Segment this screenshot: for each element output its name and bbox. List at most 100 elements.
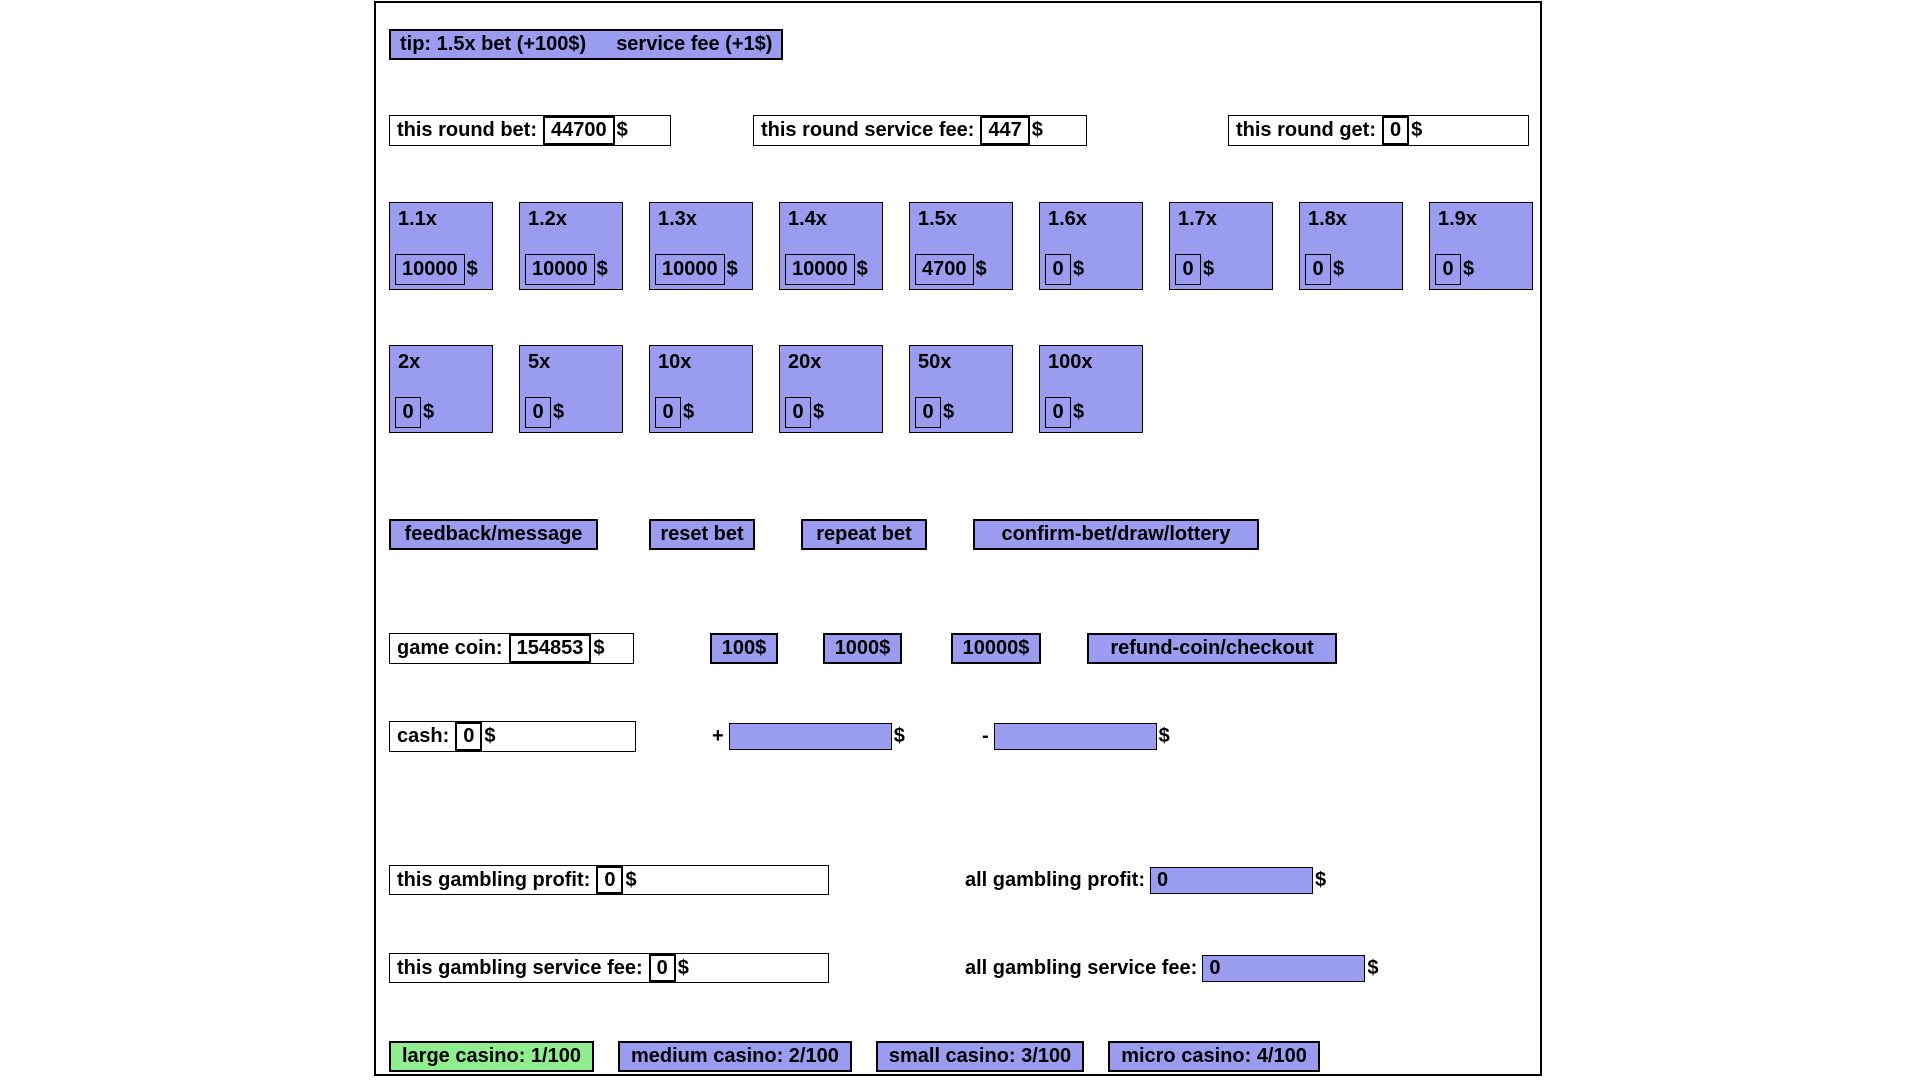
multiplier-bet-input[interactable]: 0 bbox=[525, 397, 551, 428]
currency-label: $ bbox=[1367, 957, 1379, 979]
add-1000-button[interactable]: 1000$ bbox=[823, 633, 902, 664]
add-10000-button[interactable]: 10000$ bbox=[951, 633, 1041, 664]
currency-label: $ bbox=[593, 637, 605, 659]
currency-label: $ bbox=[856, 258, 868, 280]
casino-tab[interactable]: small casino: 3/100 bbox=[875, 1041, 1085, 1072]
multiplier-bet-input[interactable]: 0 bbox=[1435, 254, 1461, 285]
multiplier-label: 1.4x bbox=[788, 208, 827, 230]
minus-sign: - bbox=[982, 725, 989, 747]
multiplier-bet-box: 100x 0 $ bbox=[1039, 345, 1143, 433]
multiplier-bet-box: 50x 0 $ bbox=[909, 345, 1013, 433]
multiplier-value-row: 10000 $ bbox=[525, 254, 608, 285]
multiplier-bet-box: 1.7x 0 $ bbox=[1169, 202, 1273, 290]
multiplier-label: 1.5x bbox=[918, 208, 957, 230]
reset-bet-button[interactable]: reset bet bbox=[649, 519, 755, 550]
this-gambling-service-fee-label: this gambling service fee: bbox=[397, 956, 643, 979]
feedback-message-button[interactable]: feedback/message bbox=[389, 519, 598, 550]
game-coin-input[interactable]: 154853 bbox=[508, 634, 592, 663]
multiplier-bet-input[interactable]: 0 bbox=[1175, 254, 1201, 285]
multiplier-row-1: 1.1x 10000 $ 1.2x 10000 $ 1.3x 10000 $ bbox=[389, 202, 1533, 290]
cash-input[interactable]: 0 bbox=[455, 722, 483, 751]
multiplier-bet-input[interactable]: 0 bbox=[1045, 397, 1071, 428]
multiplier-bet-input[interactable]: 10000 bbox=[525, 254, 595, 285]
all-gambling-service-fee-group: all gambling service fee: 0 $ bbox=[965, 953, 1378, 984]
round-service-fee-input[interactable]: 447 bbox=[980, 116, 1030, 145]
add-100-button[interactable]: 100$ bbox=[710, 633, 778, 664]
this-gambling-profit-input[interactable]: 0 bbox=[596, 866, 624, 894]
casino-tab[interactable]: medium casino: 2/100 bbox=[617, 1041, 852, 1072]
round-get-box: this round get: 0 $ bbox=[1228, 115, 1529, 146]
all-gambling-service-fee-label: all gambling service fee: bbox=[965, 957, 1198, 979]
multiplier-bet-input[interactable]: 0 bbox=[655, 397, 681, 428]
cash-subtract-group: - $ bbox=[982, 721, 1170, 752]
multiplier-value-row: 10000 $ bbox=[395, 254, 478, 285]
currency-label: $ bbox=[683, 401, 695, 423]
refund-coin-checkout-button[interactable]: refund-coin/checkout bbox=[1087, 633, 1337, 664]
repeat-bet-button[interactable]: repeat bet bbox=[801, 519, 927, 550]
round-get-input[interactable]: 0 bbox=[1381, 116, 1410, 145]
multiplier-label: 1.6x bbox=[1048, 208, 1087, 230]
multiplier-value-row: 0 $ bbox=[1045, 254, 1084, 285]
multiplier-bet-input[interactable]: 10000 bbox=[785, 254, 855, 285]
multiplier-bet-input[interactable]: 0 bbox=[395, 397, 421, 428]
casino-tab[interactable]: large casino: 1/100 bbox=[389, 1041, 594, 1072]
all-gambling-profit-group: all gambling profit: 0 $ bbox=[965, 865, 1326, 896]
multiplier-row-2: 2x 0 $ 5x 0 $ 10x 0 $ bbox=[389, 345, 1143, 433]
currency-label: $ bbox=[553, 401, 565, 423]
multiplier-bet-box: 1.3x 10000 $ bbox=[649, 202, 753, 290]
tip-banner: tip: 1.5x bet (+100$) service fee (+1$) bbox=[389, 29, 784, 60]
currency-label: $ bbox=[1315, 869, 1327, 891]
all-gambling-service-fee-input[interactable]: 0 bbox=[1202, 955, 1366, 982]
multiplier-value-row: 0 $ bbox=[1175, 254, 1214, 285]
multiplier-bet-box: 1.4x 10000 $ bbox=[779, 202, 883, 290]
all-gambling-profit-label: all gambling profit: bbox=[965, 869, 1145, 891]
multiplier-value-row: 0 $ bbox=[655, 397, 694, 428]
multiplier-value-row: 10000 $ bbox=[785, 254, 868, 285]
currency-label: $ bbox=[1203, 258, 1215, 280]
cash-box: cash: 0 $ bbox=[389, 721, 636, 752]
multiplier-label: 1.3x bbox=[658, 208, 697, 230]
casino-tab[interactable]: micro casino: 4/100 bbox=[1108, 1041, 1320, 1072]
currency-label: $ bbox=[677, 956, 689, 979]
currency-label: $ bbox=[1411, 119, 1423, 141]
multiplier-bet-box: 1.5x 4700 $ bbox=[909, 202, 1013, 290]
multiplier-label: 50x bbox=[918, 351, 952, 373]
multiplier-bet-input[interactable]: 0 bbox=[785, 397, 811, 428]
multiplier-value-row: 0 $ bbox=[785, 397, 824, 428]
round-service-fee-box: this round service fee: 447 $ bbox=[753, 115, 1087, 146]
round-get-label: this round get: bbox=[1236, 119, 1376, 141]
multiplier-bet-input[interactable]: 4700 bbox=[915, 254, 974, 285]
multiplier-bet-input[interactable]: 0 bbox=[1045, 254, 1071, 285]
currency-label: $ bbox=[616, 119, 628, 141]
multiplier-label: 100x bbox=[1048, 351, 1093, 373]
currency-label: $ bbox=[893, 725, 905, 747]
multiplier-bet-input[interactable]: 0 bbox=[1305, 254, 1331, 285]
cash-subtract-input[interactable] bbox=[993, 723, 1157, 750]
currency-label: $ bbox=[1073, 258, 1085, 280]
this-gambling-service-fee-input[interactable]: 0 bbox=[648, 954, 676, 982]
multiplier-value-row: 0 $ bbox=[1435, 254, 1474, 285]
multiplier-bet-box: 1.1x 10000 $ bbox=[389, 202, 493, 290]
currency-label: $ bbox=[1333, 258, 1345, 280]
this-gambling-profit-label: this gambling profit: bbox=[397, 868, 591, 891]
all-gambling-profit-input[interactable]: 0 bbox=[1150, 867, 1313, 894]
multiplier-bet-box: 10x 0 $ bbox=[649, 345, 753, 433]
this-gambling-service-fee-box: this gambling service fee: 0 $ bbox=[389, 953, 829, 983]
cash-add-input[interactable] bbox=[728, 723, 892, 750]
currency-label: $ bbox=[596, 258, 608, 280]
currency-label: $ bbox=[484, 725, 496, 747]
multiplier-bet-input[interactable]: 10000 bbox=[395, 254, 465, 285]
confirm-bet-draw-lottery-button[interactable]: confirm-bet/draw/lottery bbox=[973, 519, 1259, 550]
currency-label: $ bbox=[1158, 725, 1170, 747]
multiplier-bet-input[interactable]: 10000 bbox=[655, 254, 725, 285]
round-bet-input[interactable]: 44700 bbox=[542, 116, 615, 145]
game-coin-label: game coin: bbox=[397, 637, 503, 659]
currency-label: $ bbox=[1463, 258, 1475, 280]
casino-game-window: tip: 1.5x bet (+100$) service fee (+1$) … bbox=[374, 1, 1542, 1076]
multiplier-label: 1.7x bbox=[1178, 208, 1217, 230]
multiplier-bet-input[interactable]: 0 bbox=[915, 397, 941, 428]
this-gambling-profit-box: this gambling profit: 0 $ bbox=[389, 865, 829, 895]
currency-label: $ bbox=[813, 401, 825, 423]
multiplier-bet-box: 20x 0 $ bbox=[779, 345, 883, 433]
multiplier-bet-box: 5x 0 $ bbox=[519, 345, 623, 433]
